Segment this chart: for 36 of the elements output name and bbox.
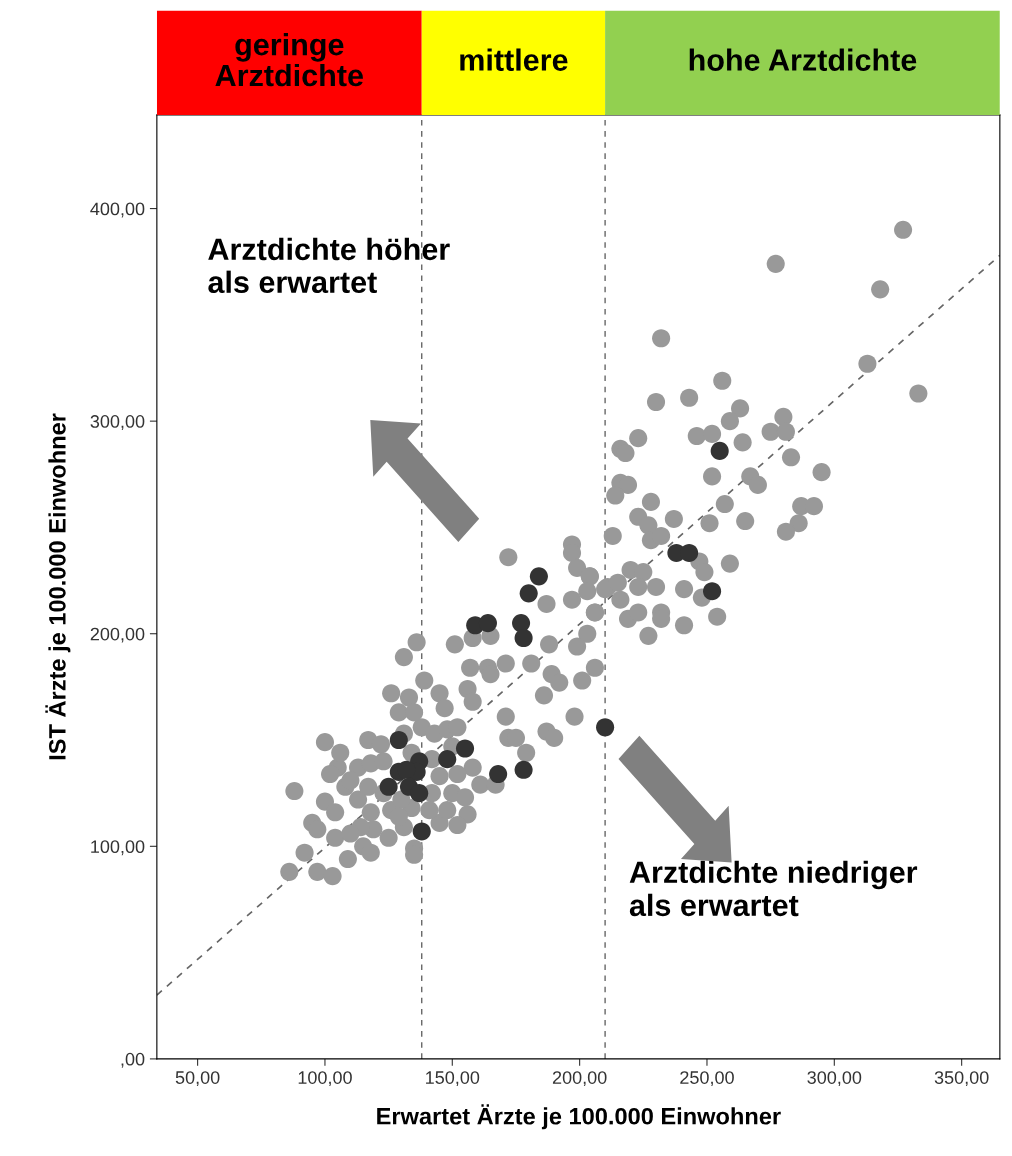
point <box>710 441 729 460</box>
text: geringe Arztdichte <box>215 33 363 87</box>
y-tick-label: 100,00 <box>91 840 145 856</box>
point <box>519 584 538 603</box>
point <box>410 784 429 803</box>
point <box>514 760 533 779</box>
annotation: Arztdichte niedriger als erwartet <box>629 860 918 917</box>
x-tick-label: 50,00 <box>175 1071 220 1087</box>
point <box>438 750 457 769</box>
point <box>680 543 699 562</box>
x-tick-label: 300,00 <box>807 1071 862 1087</box>
point <box>478 614 497 633</box>
x-tick-label: 250,00 <box>680 1071 734 1087</box>
y-tick-label: ,00 <box>121 1052 145 1068</box>
point <box>412 822 431 841</box>
annotation: Arztdichte höher als erwartet <box>208 237 450 294</box>
x-axis-title: Erwartet Ärzte je 100.000 Einwohner <box>377 1104 781 1130</box>
text: mittlere <box>460 48 568 71</box>
point <box>703 582 722 601</box>
point <box>596 718 615 737</box>
point <box>514 628 533 648</box>
point <box>489 764 508 784</box>
point <box>389 730 408 750</box>
x-tick-label: 150,00 <box>426 1071 480 1087</box>
x-tick-label: 100,00 <box>298 1071 352 1087</box>
x-tick-label: 200,00 <box>552 1071 607 1087</box>
point <box>512 614 531 633</box>
y-tick-label: 300,00 <box>90 415 145 430</box>
y-tick-label: 400,00 <box>90 202 145 218</box>
point <box>379 777 398 796</box>
x-tick-label: 350,00 <box>934 1071 989 1087</box>
text: hohe Arztdichte <box>689 48 917 71</box>
point <box>455 739 475 758</box>
y-axis-title: IST Ärzte je 100.000 Einwohner <box>45 413 71 760</box>
point <box>529 567 548 586</box>
y-tick-label: 200,00 <box>90 627 145 643</box>
